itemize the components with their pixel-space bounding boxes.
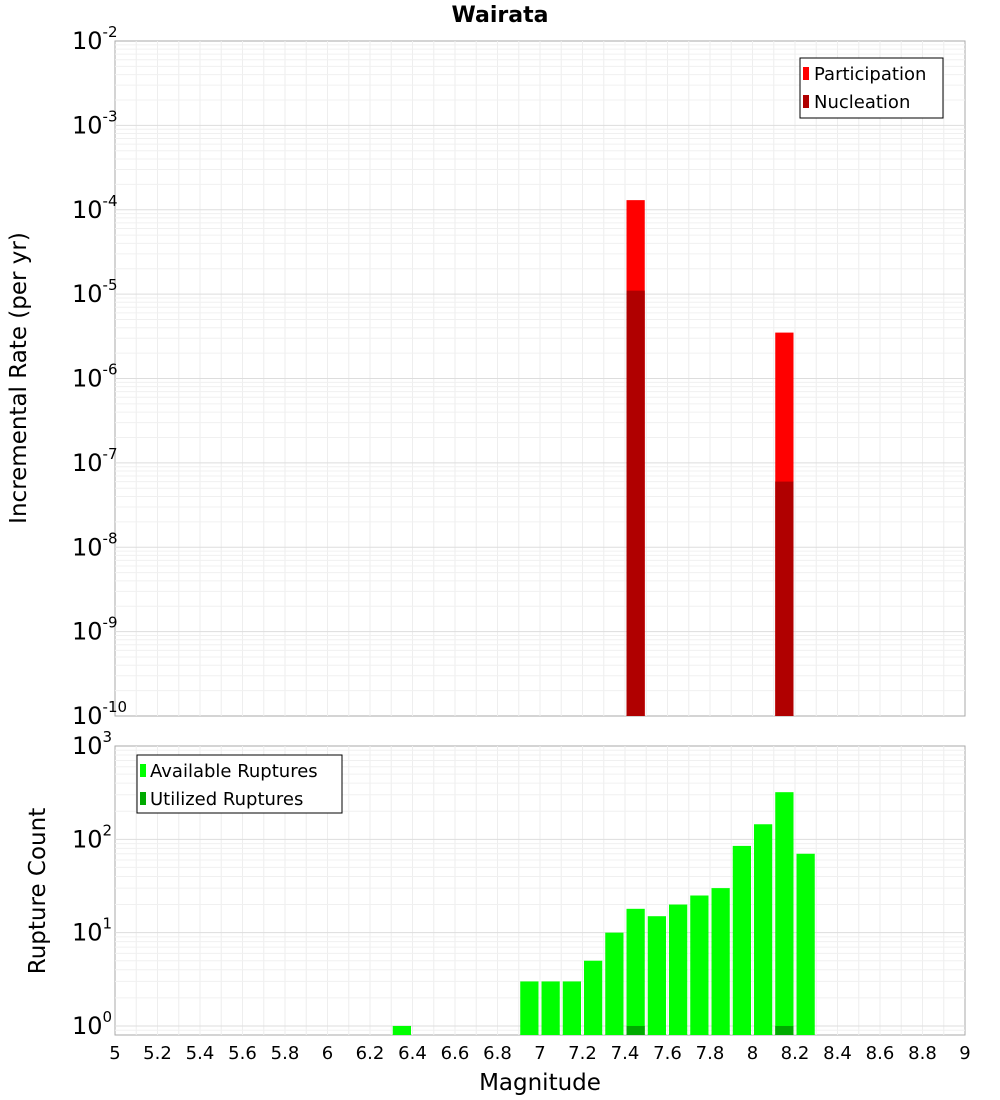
- bar-available-ruptures: [711, 888, 730, 1035]
- bar-available-ruptures: [732, 845, 751, 1035]
- top-legend: Participation Nucleation: [799, 57, 944, 119]
- x-tick-label: 8.2: [781, 1043, 810, 1064]
- bar-available-ruptures: [647, 916, 666, 1035]
- y-tick-label: 10-2: [72, 23, 118, 55]
- x-tick-label: 8.6: [866, 1043, 895, 1064]
- top-legend-box: [799, 57, 944, 119]
- bar-available-ruptures: [796, 853, 815, 1035]
- x-tick-label: 6.4: [398, 1043, 427, 1064]
- top-bars: [626, 200, 794, 716]
- bar-available-ruptures: [605, 932, 624, 1035]
- bottom-legend: Available Ruptures Utilized Ruptures: [136, 754, 343, 814]
- bar-available-ruptures: [754, 824, 773, 1035]
- y-tick-label: 10-6: [72, 361, 118, 393]
- top-y-ticks: 10-10 10-9 10-8 10-7 10-6 10-5 10-4 10-3 10-2: [72, 23, 127, 730]
- x-tick-label: 8.4: [823, 1043, 852, 1064]
- y-tick-label: 10-7: [72, 445, 118, 477]
- y-tick-label: 10-5: [72, 276, 118, 308]
- x-tick-label: 8.8: [908, 1043, 937, 1064]
- bottom-legend-box: [136, 754, 343, 814]
- bar-available-ruptures: [392, 1025, 411, 1035]
- x-tick-label: 7: [534, 1043, 545, 1064]
- x-tick-label: 8: [747, 1043, 758, 1064]
- y-tick-label: 100: [72, 1008, 112, 1040]
- legend-swatch-available: [140, 764, 146, 777]
- x-ticks: 5 5.2 5.4 5.6 5.8 6 6.2 6.4 6.6 6.8 7 7.2 7.4 7.6 7.8 8…: [109, 1043, 970, 1064]
- y-tick-label: 10-10: [72, 698, 127, 730]
- y-tick-label: 10-8: [72, 529, 118, 561]
- legend-swatch-utilized: [140, 792, 146, 805]
- legend-label-available: Available Ruptures: [150, 761, 318, 782]
- bar-available-ruptures: [520, 981, 539, 1035]
- x-tick-label: 7.6: [653, 1043, 682, 1064]
- bar-available-ruptures: [541, 981, 560, 1035]
- x-tick-label: 5.8: [271, 1043, 300, 1064]
- y-tick-label: 10-3: [72, 107, 118, 139]
- bar-available-ruptures: [584, 960, 603, 1035]
- x-tick-label: 7.8: [696, 1043, 725, 1064]
- x-tick-label: 5: [109, 1043, 120, 1064]
- legend-label-nucleation: Nucleation: [814, 92, 910, 113]
- y-tick-label: 101: [72, 915, 112, 947]
- bar-utilized-ruptures: [626, 1025, 645, 1035]
- bar-available-ruptures: [690, 895, 709, 1035]
- bar-nucleation: [775, 481, 794, 716]
- bottom-bars: [392, 792, 815, 1035]
- x-tick-label: 7.2: [568, 1043, 597, 1064]
- y-tick-label: 10-4: [72, 192, 118, 224]
- bottom-y-ticks: 100 101 102 103: [72, 728, 112, 1040]
- legend-swatch-nucleation: [803, 95, 809, 108]
- legend-swatch-participation: [803, 67, 809, 80]
- x-tick-label: 5.2: [143, 1043, 172, 1064]
- x-axis-label: Magnitude: [479, 1070, 601, 1096]
- legend-label-participation: Participation: [814, 64, 926, 85]
- x-tick-label: 9: [959, 1043, 970, 1064]
- x-tick-label: 5.4: [186, 1043, 215, 1064]
- chart-title: Wairata: [452, 3, 549, 28]
- bar-nucleation: [626, 290, 645, 716]
- bar-available-ruptures: [775, 792, 794, 1035]
- bottom-y-axis-label: Rupture Count: [25, 808, 51, 974]
- x-tick-label: 6.2: [356, 1043, 385, 1064]
- y-tick-label: 103: [72, 728, 112, 760]
- top-gridlines: [115, 41, 965, 716]
- x-tick-label: 7.4: [611, 1043, 640, 1064]
- x-tick-label: 5.6: [228, 1043, 257, 1064]
- y-tick-label: 10-9: [72, 614, 118, 646]
- bar-available-ruptures: [562, 981, 581, 1035]
- x-tick-label: 6.6: [441, 1043, 470, 1064]
- x-tick-label: 6: [322, 1043, 333, 1064]
- bar-available-ruptures: [626, 908, 645, 1035]
- top-y-axis-label: Incremental Rate (per yr): [6, 232, 32, 524]
- bar-available-ruptures: [669, 904, 688, 1035]
- x-tick-label: 6.8: [483, 1043, 512, 1064]
- bar-utilized-ruptures: [775, 1025, 794, 1035]
- y-tick-label: 102: [72, 821, 112, 853]
- legend-label-utilized: Utilized Ruptures: [150, 789, 303, 810]
